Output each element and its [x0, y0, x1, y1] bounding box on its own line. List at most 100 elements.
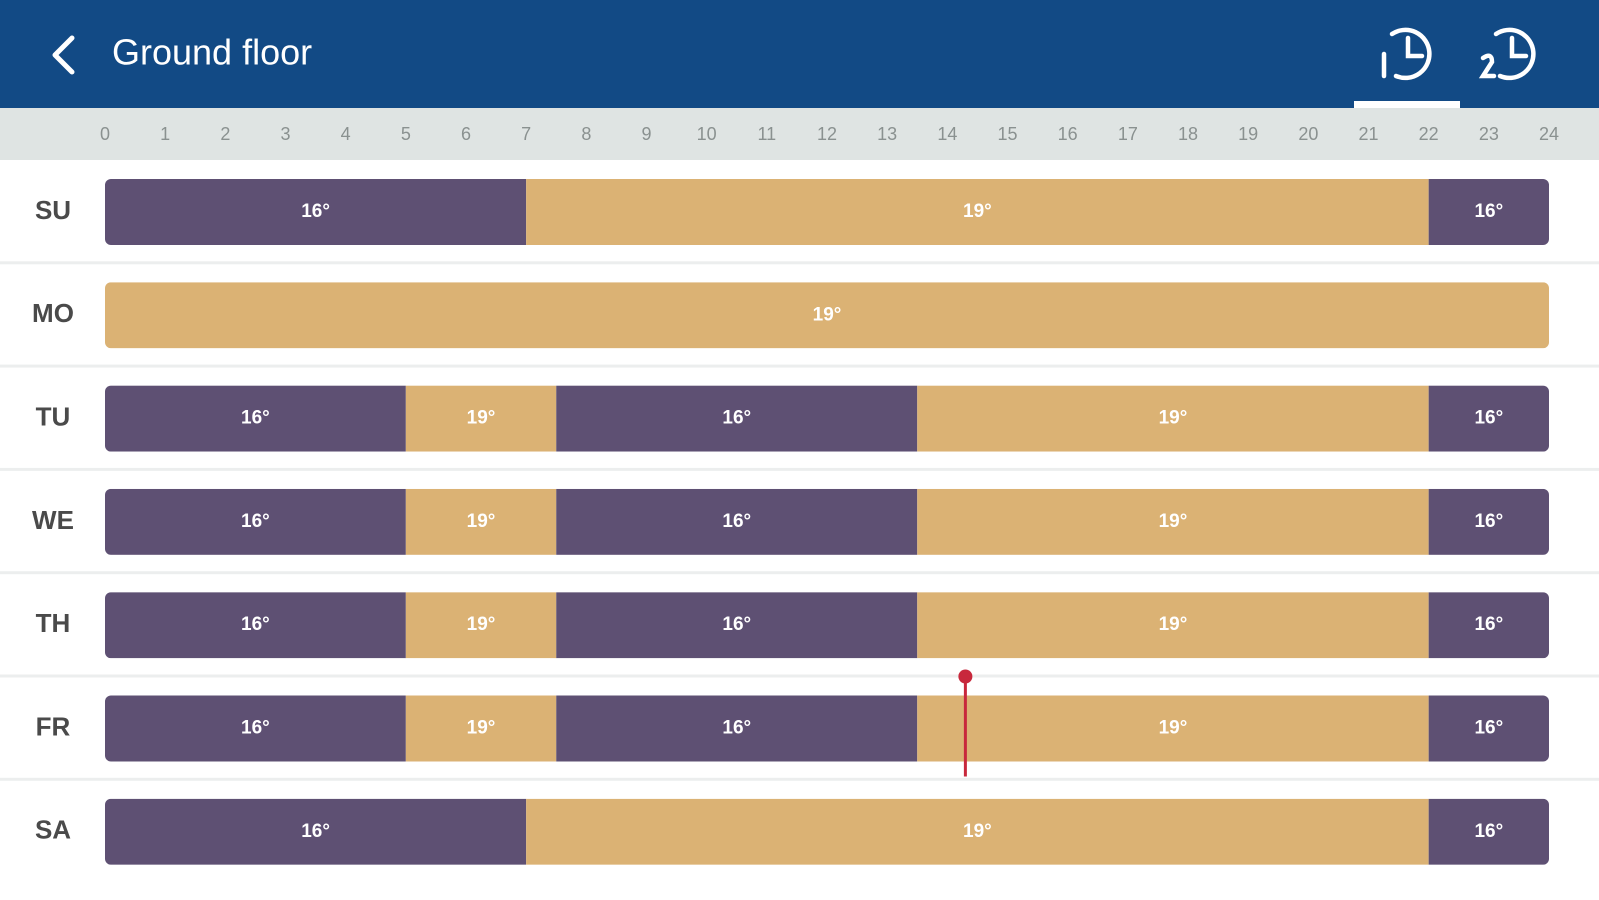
segment-label: 16°	[722, 718, 751, 739]
hour-label: 21	[1358, 124, 1378, 144]
segment-label: 19°	[1159, 408, 1188, 429]
hour-label: 20	[1298, 124, 1318, 144]
schedule-1-tab[interactable]	[1381, 27, 1432, 81]
schedule-segment	[917, 488, 1429, 555]
segment-label: 16°	[241, 614, 270, 635]
segment-label: 16°	[301, 201, 330, 222]
schedule-segment	[1428, 798, 1549, 865]
hour-label: 11	[757, 124, 776, 144]
day-label: SU	[35, 195, 71, 225]
row-divider	[0, 777, 1599, 781]
day-label: FR	[36, 711, 71, 741]
hour-label: 6	[461, 124, 471, 144]
schedule-segment	[1428, 592, 1549, 659]
schedule-segment	[405, 488, 557, 555]
day-label: SA	[35, 815, 71, 845]
segment-label: 19°	[467, 408, 496, 429]
schedule-segment	[556, 488, 918, 555]
row-divider	[0, 571, 1599, 575]
segment-label: 16°	[301, 821, 330, 842]
schedule-segment	[556, 695, 918, 762]
schedule-segment	[405, 592, 557, 659]
schedule-segment	[405, 695, 557, 762]
hour-label: 24	[1539, 124, 1559, 144]
segment-label: 19°	[467, 718, 496, 739]
hour-label: 23	[1479, 124, 1499, 144]
schedule-segment	[105, 179, 527, 245]
day-bar	[105, 798, 1549, 865]
schedule-segment	[526, 179, 1429, 245]
segment-label: 16°	[722, 408, 751, 429]
back-button[interactable]	[52, 35, 75, 75]
segment-label: 16°	[1474, 718, 1503, 739]
current-time-dot	[958, 669, 973, 684]
hour-label: 10	[697, 124, 717, 144]
segment-label: 19°	[1159, 614, 1188, 635]
hour-ruler	[0, 108, 1599, 160]
day-label: MO	[32, 298, 74, 328]
day-bar	[105, 179, 1549, 245]
page-title: Ground floor	[112, 32, 312, 73]
hour-label: 5	[401, 124, 411, 144]
schedule-segment	[105, 798, 527, 865]
schedule-segment	[105, 695, 406, 762]
day-bar	[105, 282, 1549, 349]
day-label: TH	[36, 608, 71, 638]
hour-label: 9	[641, 124, 651, 144]
schedule-2-tab[interactable]	[1478, 27, 1536, 81]
segment-label: 19°	[1159, 718, 1188, 739]
segment-label: 19°	[813, 304, 842, 325]
day-bar	[105, 592, 1549, 659]
row-divider	[0, 674, 1599, 678]
schedule-segment	[556, 592, 918, 659]
schedule-segment	[917, 592, 1429, 659]
day-bar	[105, 695, 1549, 762]
hour-label: 15	[997, 124, 1017, 144]
hour-label: 19	[1238, 124, 1258, 144]
hour-label: 18	[1178, 124, 1198, 144]
day-bar	[105, 385, 1549, 452]
segment-label: 19°	[963, 821, 992, 842]
hour-label: 0	[100, 124, 110, 144]
segment-label: 19°	[467, 614, 496, 635]
hour-label: 1	[160, 124, 170, 144]
segment-label: 19°	[1159, 511, 1188, 532]
segment-label: 16°	[1474, 408, 1503, 429]
segment-label: 16°	[1474, 201, 1503, 222]
segment-label: 16°	[241, 408, 270, 429]
hour-label: 3	[280, 124, 290, 144]
hour-label: 8	[581, 124, 591, 144]
segment-label: 16°	[241, 718, 270, 739]
segment-label: 16°	[1474, 511, 1503, 532]
row-divider	[0, 364, 1599, 368]
hour-label: 4	[341, 124, 351, 144]
app-bar	[0, 0, 1599, 108]
schedule-segment	[917, 385, 1429, 452]
schedule-segment	[526, 798, 1429, 865]
schedule: 0 1 2 3 4 5 6 7 8 9 10 11 12 13 14 15 16 17 18 19 20 21 22 23 24…	[0, 124, 1599, 865]
hour-label: 16	[1058, 124, 1078, 144]
hour-label: 7	[521, 124, 531, 144]
schedule-segment	[1428, 488, 1549, 555]
hour-label: 2	[220, 124, 230, 144]
schedule-segment	[105, 488, 406, 555]
hour-label: 17	[1118, 124, 1138, 144]
schedule-segment	[405, 385, 557, 452]
schedule-segment	[1428, 695, 1549, 762]
active-tab-indicator	[1354, 101, 1460, 108]
schedule-segment	[105, 282, 1549, 349]
row-divider	[0, 261, 1599, 265]
segment-label: 19°	[467, 511, 496, 532]
hour-label: 14	[937, 124, 957, 144]
day-label: TU	[36, 401, 71, 431]
row-divider	[0, 467, 1599, 471]
day-label: WE	[32, 505, 74, 535]
segment-label: 19°	[963, 201, 992, 222]
hour-label: 22	[1419, 124, 1439, 144]
day-bar	[105, 488, 1549, 555]
hour-label: 12	[817, 124, 837, 144]
segment-label: 16°	[722, 614, 751, 635]
schedule-segment	[917, 695, 1429, 762]
segment-label: 16°	[1474, 821, 1503, 842]
